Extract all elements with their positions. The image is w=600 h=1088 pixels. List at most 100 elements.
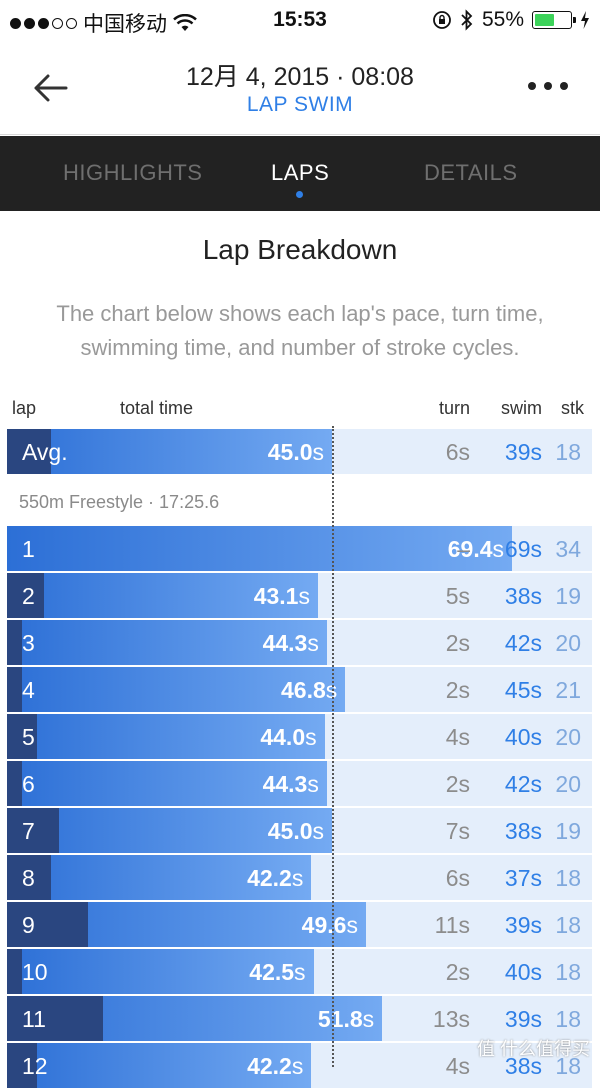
swim-time-value: 39s (504, 912, 542, 938)
lap-row: 5 44.0s 4s 40s 20 (7, 714, 592, 759)
total-time-number: 44.0 (260, 724, 306, 750)
total-time-bar (7, 620, 327, 665)
total-time-number: 51.8 (317, 1006, 363, 1032)
total-time-unit: s (298, 583, 310, 609)
carrier-label: 中国移动 (83, 13, 167, 36)
section-description: The chart below shows each lap's pace, t… (56, 301, 544, 360)
total-time-bar (7, 429, 332, 474)
turn-time-value: 13s (432, 1006, 470, 1032)
lap-number: 7 (22, 818, 35, 844)
lap-number: 5 (22, 724, 35, 750)
turn-time-value: 11s (434, 912, 470, 938)
turn-time-value: 2s (445, 677, 470, 703)
turn-time-value: 6s (445, 865, 470, 891)
lap-row: 2 43.1s 5s 38s 19 (7, 573, 592, 618)
active-tab-indicator (296, 191, 303, 198)
more-options-icon[interactable] (528, 74, 568, 98)
swim-time-value: 38s (504, 818, 542, 844)
total-time-value: 45.0s (204, 439, 324, 466)
turn-time-bar (7, 429, 52, 474)
total-time-bar (7, 949, 314, 994)
stroke-count-value: 19 (555, 583, 581, 609)
lap-row: 10 42.5s 2s 40s 18 (7, 949, 592, 994)
turn-time-bar (7, 996, 103, 1041)
turn-time-bar (7, 855, 52, 900)
lap-row: 11 51.8s 13s 39s 18 (7, 996, 592, 1041)
average-reference-line (332, 426, 334, 1067)
total-time-number: 45.0 (267, 818, 313, 844)
stroke-count-value: 18 (555, 865, 581, 891)
total-time-value: 69.4s (384, 536, 504, 563)
back-arrow-icon[interactable] (30, 68, 74, 108)
total-time-unit: s (325, 677, 338, 703)
col-total-header: total time (120, 398, 194, 418)
total-time-bar (7, 667, 346, 712)
total-time-unit: s (307, 630, 319, 656)
total-time-number: 42.5 (249, 959, 295, 985)
total-time-bar (7, 761, 327, 806)
turn-time-value: – (457, 536, 470, 562)
turn-time-value: 2s (445, 959, 470, 985)
total-time-number: 44.3 (262, 771, 308, 797)
turn-time-bar (7, 761, 22, 806)
lap-number: Avg. (22, 439, 68, 465)
stroke-count-value: 20 (555, 771, 581, 797)
battery-icon (532, 11, 576, 29)
total-time-unit: s (312, 818, 325, 844)
average-row: Avg. 45.0s 6s 39s 18 (7, 429, 592, 474)
stroke-count-value: 20 (555, 724, 581, 750)
lap-number: 1 (22, 536, 35, 562)
lap-number: 2 (22, 583, 35, 609)
swim-time-value: 42s (504, 771, 542, 797)
total-time-bar (7, 573, 318, 618)
lap-number: 4 (22, 677, 35, 703)
total-time-value: 44.0s (197, 724, 317, 751)
tab-highlights[interactable]: HIGHLIGHTS (63, 160, 203, 185)
total-time-number: 45.0 (267, 439, 313, 465)
lap-row: 9 49.6s 11s 39s 18 (7, 902, 592, 947)
lap-number: 10 (22, 959, 48, 985)
turn-time-value: 6s (445, 439, 470, 465)
col-lap-header: lap (12, 398, 37, 418)
swim-time-value: 69s (504, 536, 542, 562)
lap-row: 4 46.8s 2s 45s 21 (7, 667, 592, 712)
status-time: 15:53 (273, 8, 327, 31)
total-time-bar (7, 526, 513, 571)
total-time-number: 69.4 (447, 536, 493, 562)
col-swim-header: swim (501, 398, 542, 418)
total-time-unit: s (305, 724, 317, 750)
workout-type: LAP SWIM (246, 93, 354, 116)
lap-row: 1 69.4s – 69s 34 (7, 526, 592, 571)
swim-time-value: 40s (504, 959, 542, 985)
lap-row: 6 44.3s 2s 42s 20 (7, 761, 592, 806)
carrier-group: 中国移动 (10, 8, 197, 38)
total-time-unit: s (362, 1006, 375, 1032)
total-time-value: 49.6s (238, 912, 358, 939)
status-bar: 中国移动 15:53 55% (0, 0, 600, 40)
lap-number: 9 (22, 912, 35, 938)
swim-time-value: 45s (504, 677, 542, 703)
total-time-unit: s (294, 959, 306, 985)
turn-time-bar (7, 620, 22, 665)
stroke-count-value: 18 (555, 1006, 581, 1032)
total-time-bar (7, 808, 332, 853)
lap-number: 11 (22, 1006, 46, 1032)
turn-time-bar (7, 714, 37, 759)
tab-laps[interactable]: LAPS (271, 160, 330, 185)
total-time-unit: s (312, 439, 325, 465)
lap-number: 3 (22, 630, 35, 656)
lap-number: 6 (22, 771, 35, 797)
total-time-unit: s (492, 536, 505, 562)
swim-time-value: 42s (504, 630, 542, 656)
stroke-count-value: 21 (555, 677, 581, 703)
turn-time-bar (7, 667, 22, 712)
stroke-count-value: 18 (555, 912, 581, 938)
tab-details[interactable]: DETAILS (424, 160, 518, 185)
total-time-value: 51.8s (254, 1006, 374, 1033)
turn-time-bar (7, 808, 59, 853)
tab-bar: HIGHLIGHTS LAPS DETAILS (0, 136, 600, 211)
lap-row: 8 42.2s 6s 37s 18 (7, 855, 592, 900)
total-time-bar (7, 855, 312, 900)
turn-time-value: 7s (445, 818, 470, 844)
battery-percent: 55% (481, 8, 524, 31)
